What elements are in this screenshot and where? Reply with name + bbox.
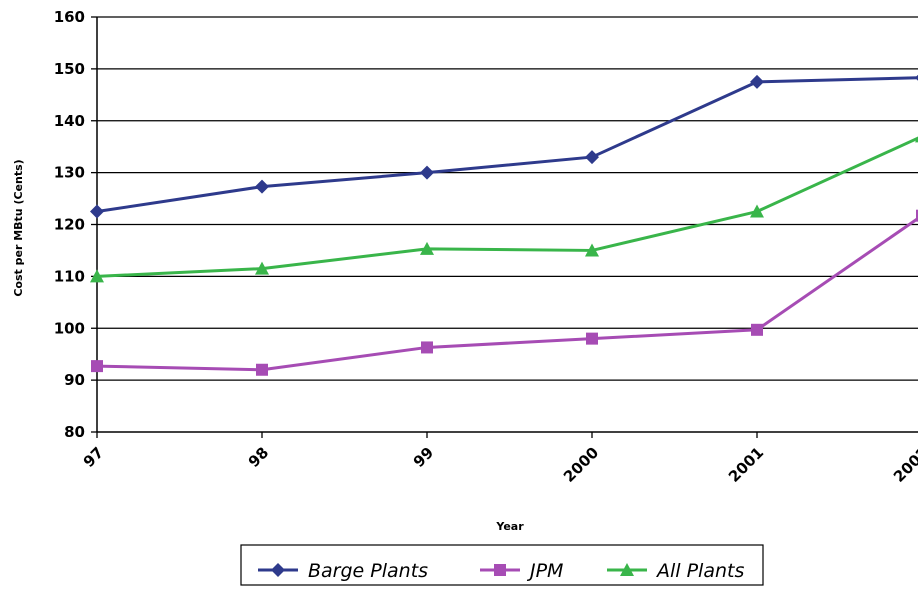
data-point: [585, 150, 599, 165]
x-tick-label: 2002: [890, 444, 918, 486]
legend: Barge Plants JPM All Plants: [240, 544, 764, 586]
x-tick-label: 2000: [560, 444, 602, 486]
y-tick-label: 130: [54, 164, 85, 182]
data-point: [585, 243, 599, 257]
legend-items: Barge Plants JPM All Plants: [258, 560, 744, 582]
legend-item: JPM: [480, 560, 563, 582]
x-tick-label: 98: [245, 444, 272, 471]
y-tick-label: 120: [54, 216, 85, 234]
series-jpm: [91, 209, 918, 376]
data-point: [750, 74, 764, 89]
legend-label: All Plants: [655, 560, 744, 582]
legend-item: Barge Plants: [258, 560, 428, 582]
legend-swatch-marker: [494, 564, 506, 576]
series-line: [96, 136, 918, 278]
data-point: [586, 332, 598, 345]
y-tick-label: 110: [54, 267, 85, 285]
data-point: [90, 204, 104, 219]
legend-item: All Plants: [607, 560, 744, 582]
y-tick-label: 90: [64, 371, 85, 389]
data-point: [421, 341, 433, 354]
y-tick-label: 140: [54, 112, 85, 130]
data-point: [916, 209, 918, 222]
y-axis-title: Cost per MBtu (Cents): [12, 159, 25, 296]
gridlines: [97, 16, 918, 381]
series-lines: [90, 74, 918, 376]
series-barge-plants: [90, 74, 918, 219]
data-point: [91, 360, 103, 373]
data-point: [751, 323, 763, 336]
data-point: [255, 179, 269, 194]
y-tick-label: 80: [64, 423, 85, 441]
x-tick-label: 2001: [725, 444, 767, 486]
data-point: [750, 204, 764, 218]
series-line: [96, 76, 918, 214]
data-point: [915, 136, 918, 143]
data-point: [256, 363, 268, 376]
y-tick-label: 100: [54, 319, 85, 337]
legend-label: JPM: [526, 560, 563, 582]
data-point: [420, 165, 434, 180]
legend-swatch-marker: [620, 563, 634, 576]
x-axis-title: Year: [495, 520, 524, 533]
data-point: [255, 261, 269, 275]
data-point: [915, 74, 918, 81]
y-tick-label: 160: [54, 8, 85, 26]
data-point: [90, 269, 104, 283]
y-tick-labels: 80 90 100 110 120 130 140 150 160: [54, 8, 85, 441]
x-tick-labels: 97 98 99 2000 2001 2002: [80, 444, 918, 486]
data-point: [420, 241, 434, 255]
series-all-plants: [90, 136, 918, 283]
x-tick-label: 99: [410, 444, 437, 471]
legend-swatch-marker: [271, 563, 285, 577]
legend-label: Barge Plants: [308, 560, 428, 582]
x-tick-label: 97: [80, 444, 107, 471]
series-line: [96, 216, 918, 372]
y-tick-label: 150: [54, 60, 85, 78]
